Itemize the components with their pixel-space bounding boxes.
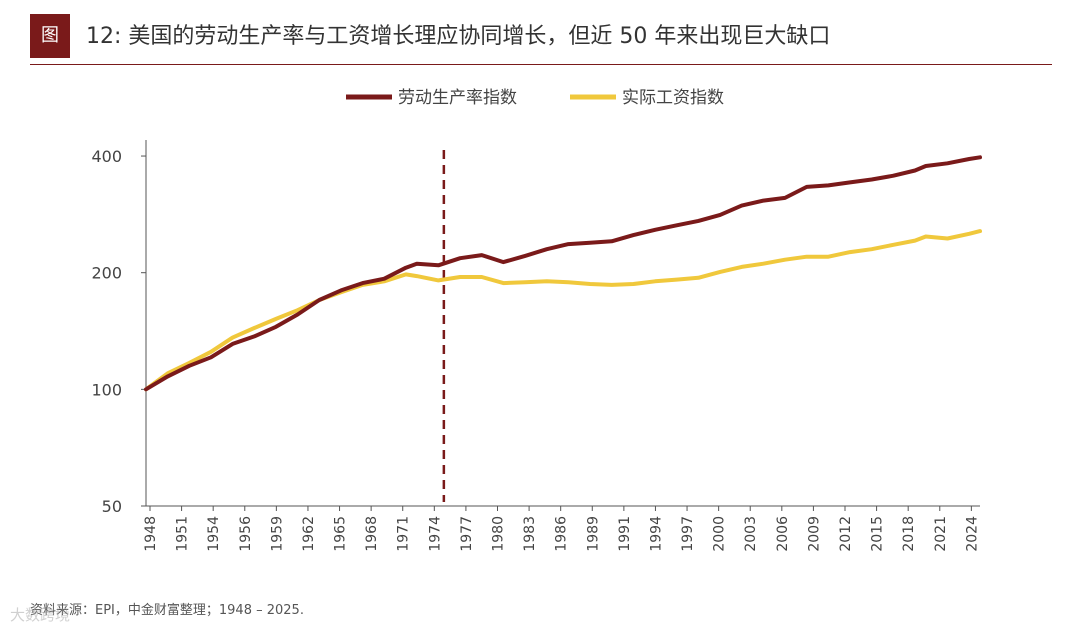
productivity-series-line [144,155,982,392]
x-tick-label: 2012 [838,516,854,552]
figure-tag: 图 [30,14,70,58]
x-tick-label: 2006 [775,516,791,552]
x-tick-label: 2021 [933,516,949,552]
x-tick-label: 1971 [396,516,412,552]
x-tick-label: 2009 [806,516,822,552]
x-tick-label: 1986 [554,516,570,552]
x-tick-label: 1989 [585,516,601,552]
y-tick-label: 400 [91,147,122,166]
chart-legend: 劳动生产率指数 实际工资指数 [346,88,724,108]
x-tick-label: 1977 [459,516,475,552]
figure-header: 图 12: 美国的劳动生产率与工资增长理应协同增长，但近 50 年来出现巨大缺口 [30,14,1052,65]
source-note: 资料来源：EPI，中金财富整理；1948 – 2025. [30,603,304,618]
x-tick-label: 2003 [743,516,759,552]
x-tick-label: 1948 [143,516,159,552]
y-tick-label: 100 [91,380,122,399]
x-tick-label: 1956 [238,516,254,552]
chart-series [144,155,982,392]
x-tick-label: 1991 [617,516,633,552]
figure-title: 12: 美国的劳动生产率与工资增长理应协同增长，但近 50 年来出现巨大缺口 [86,24,831,49]
x-tick-label: 1974 [427,516,443,552]
x-tick-label: 1954 [206,516,222,552]
x-tick-label: 2018 [901,516,917,552]
x-tick-label: 1983 [522,516,538,552]
y-tick-label: 200 [91,264,122,283]
x-tick-label: 1951 [175,516,191,552]
legend-label-wages: 实际工资指数 [622,88,724,108]
x-tick-label: 1997 [680,516,696,552]
legend-label-productivity: 劳动生产率指数 [398,88,517,108]
x-tick-label: 2015 [870,516,886,552]
chart-axes [145,140,980,507]
y-tick-label: 50 [102,497,122,516]
x-tick-label: 2000 [712,516,728,552]
x-tick-label: 1962 [301,516,317,552]
chart-ticks: 50 100 200 400 1948 1951 1954 1956 1959 1962 1965 1… [91,147,980,552]
x-tick-label: 1968 [364,516,380,552]
x-tick-label: 1994 [648,516,664,552]
x-tick-label: 1959 [269,516,285,552]
x-tick-label: 2024 [964,516,980,552]
x-tick-label: 1965 [333,516,349,552]
watermark: 大数跨境 [10,606,71,624]
x-tick-label: 1980 [491,516,507,552]
wage-series-line [144,229,982,392]
